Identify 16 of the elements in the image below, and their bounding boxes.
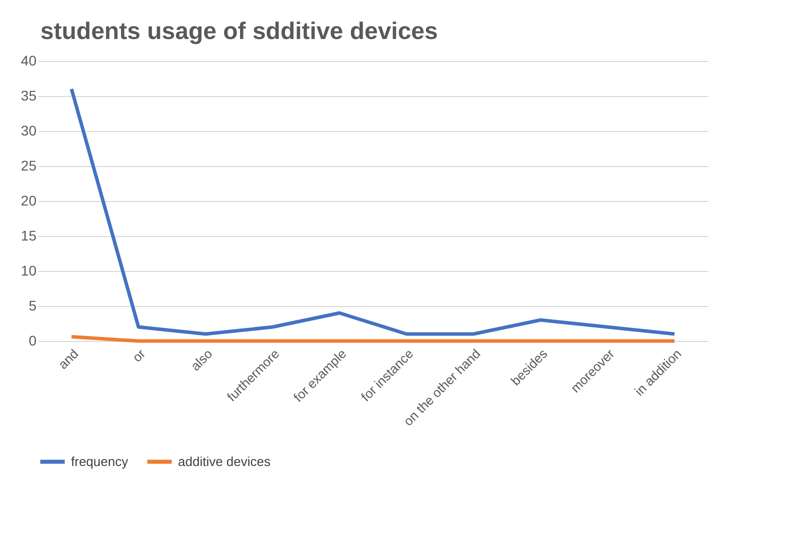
x-tick-label: and xyxy=(55,346,82,372)
y-tick-label: 40 xyxy=(20,52,37,68)
y-tick-label: 20 xyxy=(20,192,37,208)
y-tick-label: 5 xyxy=(28,298,37,314)
x-tick-label: or xyxy=(129,346,149,365)
y-tick-label: 15 xyxy=(20,228,37,244)
line-series xyxy=(70,87,676,336)
y-tick-label: 0 xyxy=(28,332,37,348)
legend-label: frequency xyxy=(71,454,129,469)
y-tick-label: 25 xyxy=(20,158,37,174)
y-tick-label: 10 xyxy=(20,262,37,278)
y-tick-label: 35 xyxy=(20,88,37,104)
chart-title: students usage of sdditive devices xyxy=(40,18,438,45)
x-tick-label: also xyxy=(188,346,216,374)
y-tick-label: 30 xyxy=(20,122,37,138)
legend-label: additive devices xyxy=(178,454,271,469)
